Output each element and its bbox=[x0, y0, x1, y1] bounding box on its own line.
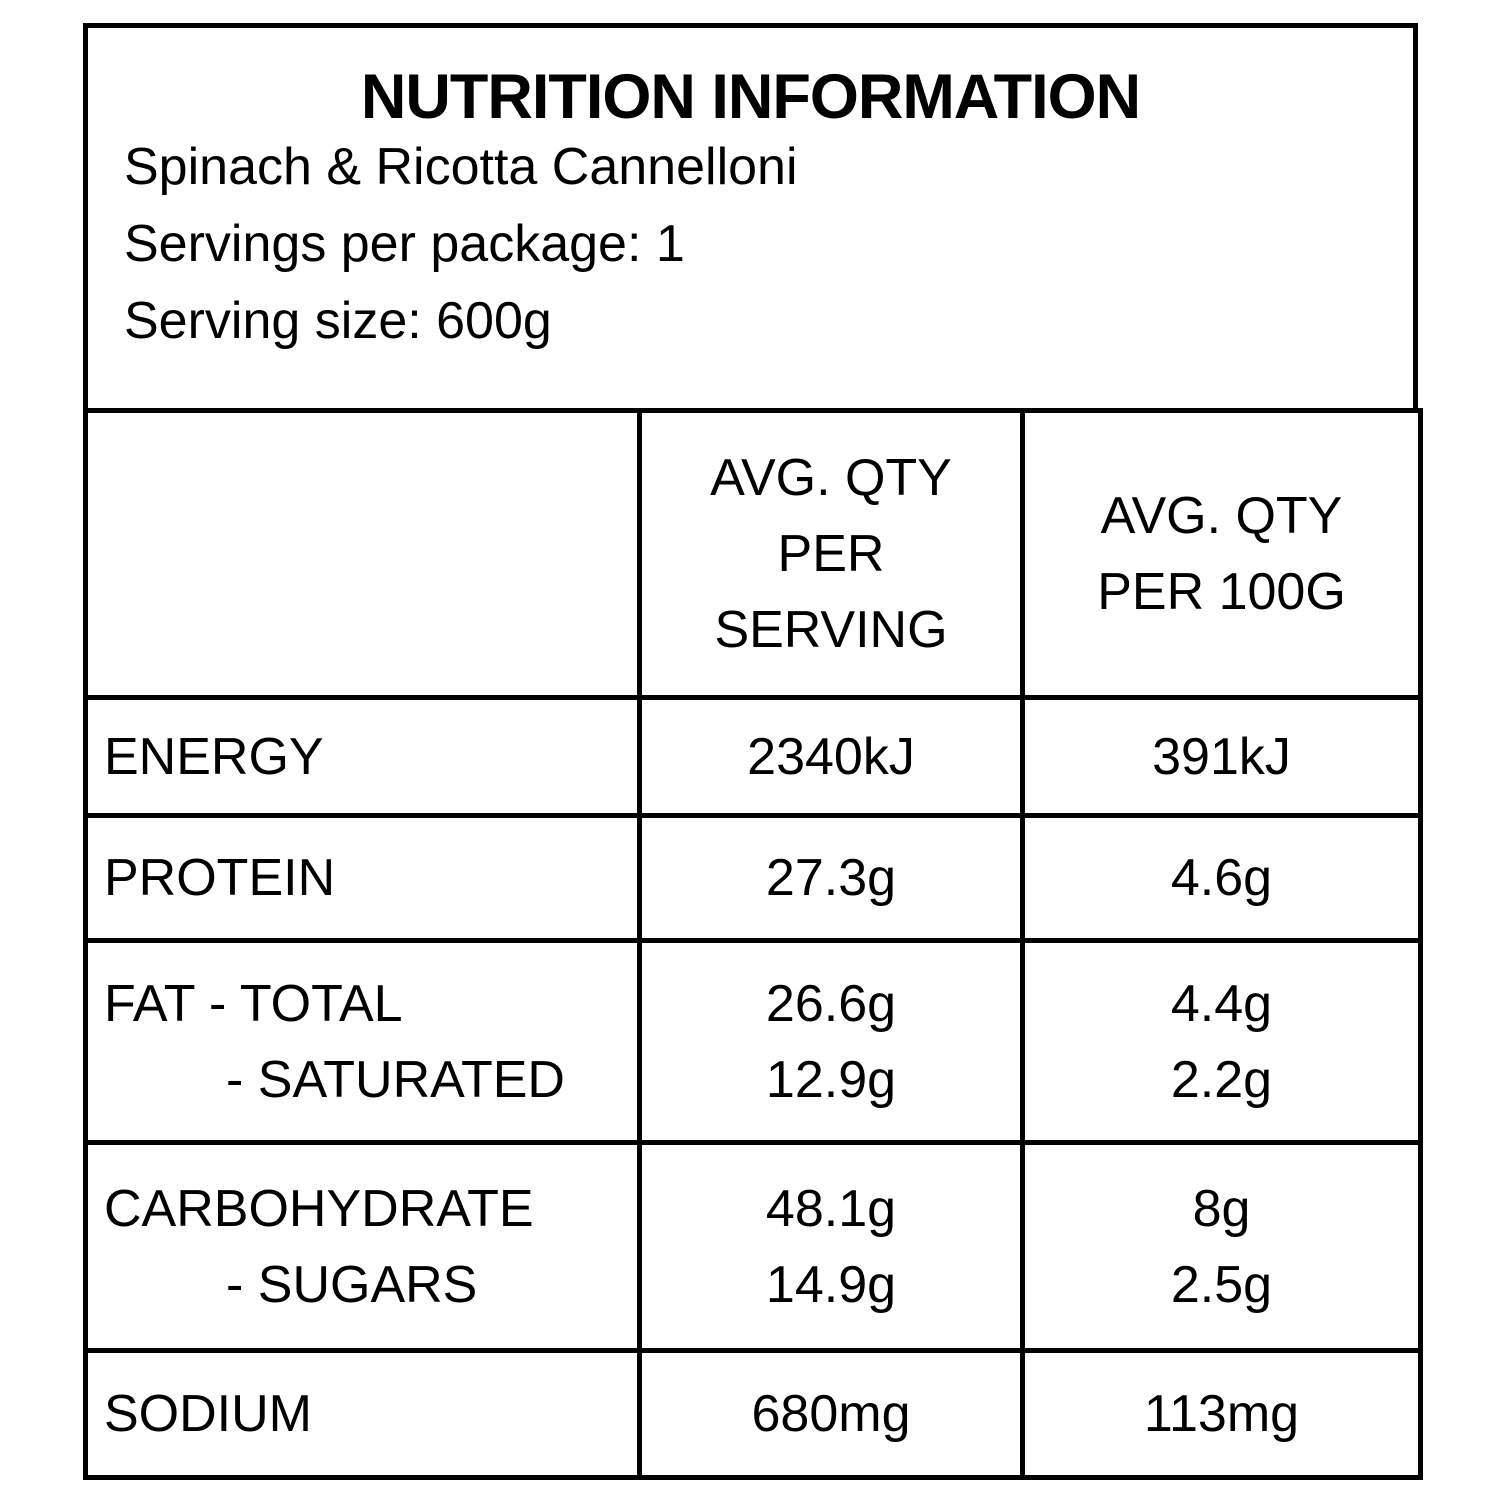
label-header: NUTRITION INFORMATION Spinach & Ricotta … bbox=[83, 23, 1418, 408]
row-sodium: SODIUM 680mg 113mg bbox=[83, 1348, 1423, 1480]
nutrient-label-main: FAT - TOTAL bbox=[104, 974, 403, 1033]
product-name: Spinach & Ricotta Cannelloni bbox=[124, 138, 798, 196]
value-per-serving: 48.1g 14.9g bbox=[637, 1140, 1025, 1353]
value-main: 26.6g bbox=[765, 974, 897, 1033]
value-per-serving: 680mg bbox=[637, 1348, 1025, 1480]
row-carbohydrate: CARBOHYDRATE - SUGARS 48.1g 14.9g 8g 2.5… bbox=[83, 1140, 1423, 1353]
value-per-100g: 113mg bbox=[1020, 1348, 1423, 1480]
nutrient-label: FAT - TOTAL - SATURATED bbox=[83, 938, 642, 1145]
value-sub: 2.5g bbox=[1170, 1255, 1273, 1314]
value-sub: 12.9g bbox=[765, 1050, 897, 1109]
col-header-line: PER bbox=[777, 525, 885, 583]
value-sub: 2.2g bbox=[1170, 1050, 1273, 1109]
nutrient-label: ENERGY bbox=[83, 695, 642, 818]
nutrient-label: PROTEIN bbox=[83, 813, 642, 943]
value-per-serving: 27.3g bbox=[637, 813, 1025, 943]
value-per-100g: 391kJ bbox=[1020, 695, 1423, 818]
value-per-100g: 4.4g 2.2g bbox=[1020, 938, 1423, 1145]
nutrient-label: CARBOHYDRATE - SUGARS bbox=[83, 1140, 642, 1353]
empty-header-cell bbox=[83, 408, 642, 700]
nutrient-label-sub: - SUGARS bbox=[226, 1255, 478, 1314]
col-header-line: SERVING bbox=[714, 601, 948, 659]
nutrition-label: NUTRITION INFORMATION Spinach & Ricotta … bbox=[83, 23, 1423, 1480]
col-header-per-serving: AVG. QTY PER SERVING bbox=[637, 408, 1025, 700]
value-per-serving: 2340kJ bbox=[637, 695, 1025, 818]
header-details: Spinach & Ricotta Cannelloni Servings pe… bbox=[108, 129, 1393, 360]
nutrient-label-sub: - SATURATED bbox=[226, 1050, 565, 1109]
col-header-line: PER 100G bbox=[1097, 563, 1346, 621]
row-energy: ENERGY 2340kJ 391kJ bbox=[83, 695, 1423, 818]
row-protein: PROTEIN 27.3g 4.6g bbox=[83, 813, 1423, 943]
nutrition-information-title: NUTRITION INFORMATION bbox=[360, 62, 1141, 132]
col-header-line: AVG. QTY bbox=[1100, 487, 1343, 545]
value-sub: 14.9g bbox=[765, 1255, 897, 1314]
servings-per-package: Servings per package: 1 bbox=[124, 215, 685, 273]
nutrient-label: SODIUM bbox=[83, 1348, 642, 1480]
nutrient-label-main: CARBOHYDRATE bbox=[104, 1179, 534, 1238]
row-fat: FAT - TOTAL - SATURATED 26.6g 12.9g 4.4g… bbox=[83, 938, 1423, 1145]
value-main: 8g bbox=[1192, 1179, 1251, 1238]
col-header-per-100g: AVG. QTY PER 100G bbox=[1020, 408, 1423, 700]
table-header-row: AVG. QTY PER SERVING AVG. QTY PER 100G bbox=[83, 408, 1423, 700]
value-main: 48.1g bbox=[765, 1179, 897, 1238]
nutrition-table: AVG. QTY PER SERVING AVG. QTY PER 100G E… bbox=[83, 408, 1423, 1480]
col-header-line: AVG. QTY bbox=[710, 449, 952, 507]
value-per-100g: 8g 2.5g bbox=[1020, 1140, 1423, 1353]
value-per-100g: 4.6g bbox=[1020, 813, 1423, 943]
value-main: 4.4g bbox=[1170, 974, 1273, 1033]
value-per-serving: 26.6g 12.9g bbox=[637, 938, 1025, 1145]
serving-size: Serving size: 600g bbox=[124, 292, 552, 350]
